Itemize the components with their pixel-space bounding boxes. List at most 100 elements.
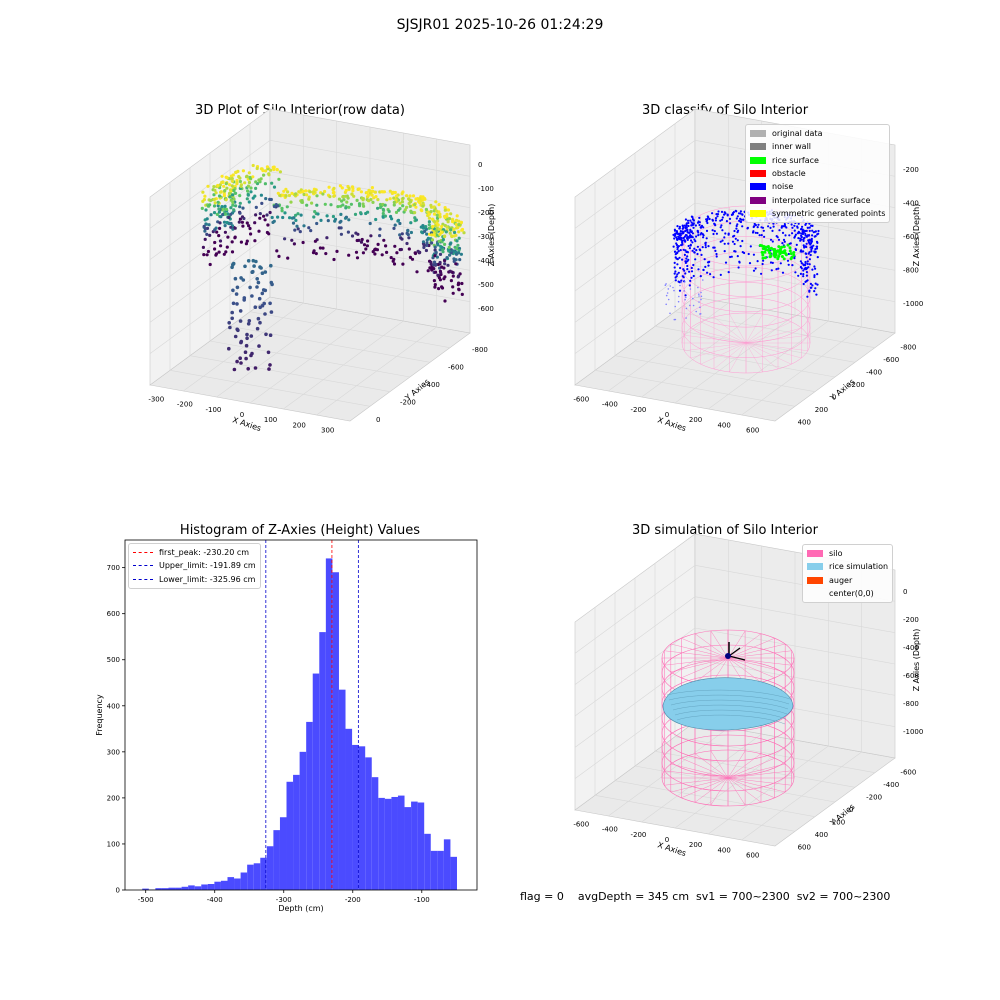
- noise-point: [683, 290, 685, 292]
- raw-point: [375, 248, 379, 252]
- noise-point: [794, 271, 797, 274]
- raw-point: [329, 203, 333, 207]
- histogram-bar: [391, 796, 398, 890]
- noise-point: [698, 301, 700, 303]
- raw-point: [427, 223, 431, 227]
- noise-point: [783, 240, 786, 243]
- grid-line: [249, 311, 451, 348]
- noise-point: [697, 234, 700, 237]
- noise-point: [677, 280, 680, 283]
- raw-point: [217, 234, 221, 238]
- y-tick-label: 0: [849, 806, 853, 814]
- noise-point: [674, 232, 677, 235]
- noise-point: [808, 229, 811, 232]
- silo-spoke: [727, 750, 746, 779]
- histogram-bar: [266, 846, 274, 890]
- raw-point: [425, 243, 429, 247]
- noise-point: [706, 271, 709, 274]
- raw-point: [331, 214, 335, 219]
- histogram-bar: [260, 857, 267, 890]
- raw-point: [226, 235, 230, 239]
- noise-point: [717, 210, 720, 213]
- noise-point: [680, 281, 682, 284]
- raw-point: [364, 211, 368, 216]
- raw-point: [263, 182, 267, 186]
- raw-point: [245, 239, 249, 243]
- raw-point: [283, 211, 287, 215]
- silo-spoke: [745, 342, 779, 370]
- raw-point: [239, 184, 243, 188]
- noise-point: [688, 284, 691, 287]
- raw-point: [263, 312, 267, 316]
- noise-point: [684, 249, 687, 252]
- raw-point-cloud: [200, 163, 466, 372]
- noise-point: [692, 304, 695, 307]
- noise-point: [741, 239, 744, 243]
- histogram-bar: [234, 878, 241, 890]
- raw-point: [327, 185, 331, 189]
- raw-point: [433, 248, 437, 252]
- raw-point: [355, 238, 359, 243]
- noise-point: [747, 252, 750, 256]
- noise-point: [732, 211, 736, 214]
- raw-point: [212, 211, 217, 215]
- raw-point: [366, 193, 371, 197]
- raw-point: [376, 198, 380, 202]
- noise-point: [739, 210, 743, 213]
- noise-point: [676, 263, 679, 266]
- raw-point: [346, 196, 350, 200]
- noise-point: [782, 238, 786, 241]
- raw-point: [247, 224, 251, 228]
- legend-entry: Lower_limit: -325.96 cm: [133, 573, 256, 586]
- raw-point: [292, 242, 296, 246]
- legend-swatch: [750, 196, 766, 204]
- raw-point: [276, 215, 280, 219]
- noise-point: [798, 231, 801, 234]
- raw-point: [238, 194, 242, 198]
- rice-surface-point: [782, 257, 786, 261]
- raw-point: [355, 198, 359, 202]
- raw-point: [245, 336, 249, 341]
- z-tick-label: 0: [478, 161, 482, 169]
- grid-line: [674, 311, 876, 348]
- noise-point: [692, 263, 695, 267]
- raw-point: [325, 214, 329, 218]
- legend-label: inner wall: [772, 142, 812, 152]
- raw-point: [438, 252, 443, 256]
- raw-point: [454, 262, 458, 266]
- raw-point: [227, 191, 232, 196]
- raw-point: [368, 221, 372, 226]
- noise-point: [686, 237, 689, 240]
- noise-point: [684, 260, 687, 263]
- raw-point: [336, 205, 340, 209]
- raw-point: [254, 186, 258, 190]
- histogram-bar: [161, 888, 169, 890]
- raw-point: [411, 194, 416, 198]
- noise-point: [696, 252, 699, 256]
- raw-point: [208, 262, 212, 267]
- raw-point: [408, 204, 412, 208]
- raw-point: [220, 205, 224, 209]
- noise-point: [690, 276, 693, 279]
- raw-point: [269, 263, 273, 268]
- noise-point: [678, 289, 682, 292]
- raw-point: [230, 310, 234, 315]
- x-tick-label: -200: [630, 831, 646, 839]
- noise-point: [726, 213, 729, 216]
- histogram-bar: [450, 856, 457, 890]
- raw-point: [248, 285, 252, 290]
- raw-point: [433, 285, 437, 289]
- raw-point: [241, 206, 245, 210]
- noise-point: [771, 261, 774, 264]
- raw-point: [224, 250, 228, 254]
- raw-point: [229, 206, 233, 210]
- histogram-bar: [437, 850, 444, 890]
- raw-point: [437, 287, 441, 291]
- raw-point: [370, 193, 374, 197]
- noise-point: [734, 237, 737, 240]
- noise-point: [810, 248, 813, 251]
- raw-point: [425, 238, 429, 242]
- raw-point: [333, 217, 338, 221]
- raw-point: [235, 359, 239, 364]
- raw-point: [257, 344, 261, 348]
